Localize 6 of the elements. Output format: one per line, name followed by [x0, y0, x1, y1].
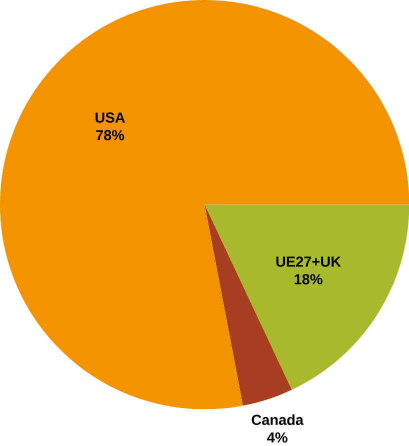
data-label: 4% — [266, 432, 288, 443]
slice-label: Canada — [252, 414, 304, 425]
slice-label: UE27+UK — [276, 256, 341, 267]
data-label: 18% — [294, 274, 322, 284]
data-label: 78% — [96, 130, 124, 140]
slice-label: USA — [95, 112, 125, 123]
